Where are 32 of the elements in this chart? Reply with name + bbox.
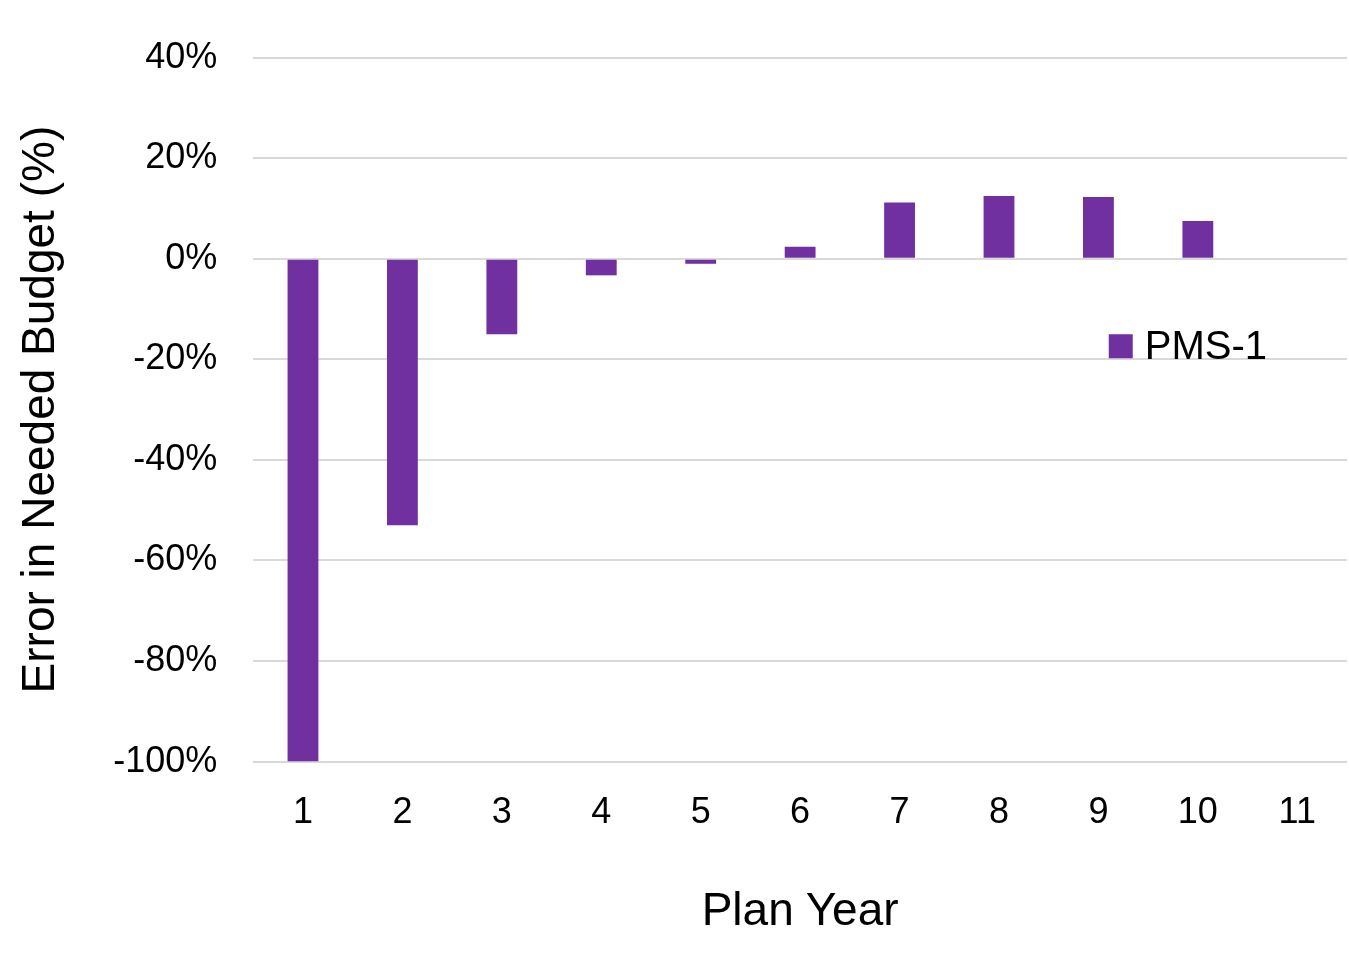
bar (387, 259, 418, 526)
bar (784, 246, 816, 258)
bar (585, 259, 617, 276)
y-tick-label: -60% (133, 537, 218, 579)
bar (486, 259, 518, 335)
bar (884, 202, 915, 258)
bar (1182, 221, 1214, 258)
x-tick-label: 5 (690, 790, 711, 832)
legend-label: PMS-1 (1144, 323, 1267, 368)
x-tick-label: 9 (1088, 790, 1109, 832)
y-tick-label: -100% (113, 738, 218, 780)
y-tick-label: -40% (133, 436, 218, 478)
bar (287, 259, 319, 762)
x-tick-label: 11 (1278, 790, 1316, 832)
x-tick-label: 1 (292, 790, 313, 832)
x-tick-label: 10 (1177, 790, 1218, 832)
x-tick-label: 3 (491, 790, 512, 832)
x-tick-label: 8 (988, 790, 1010, 832)
y-tick-label: -20% (133, 336, 218, 378)
x-tick-label: 2 (392, 790, 413, 832)
y-tick-label: -80% (133, 637, 218, 679)
x-axis-title: Plan Year (701, 883, 899, 936)
y-tick-label: 40% (145, 34, 218, 76)
y-tick-label: 0% (165, 235, 218, 277)
x-tick-label: 6 (790, 790, 811, 832)
bar (1083, 196, 1114, 258)
y-tick-label: 20% (145, 135, 218, 177)
bar (983, 195, 1015, 258)
bar (685, 259, 717, 264)
y-axis-title: Error in Needed Budget (%) (12, 125, 65, 694)
x-tick-label: 4 (591, 790, 612, 832)
x-tick-label: 7 (889, 790, 910, 832)
